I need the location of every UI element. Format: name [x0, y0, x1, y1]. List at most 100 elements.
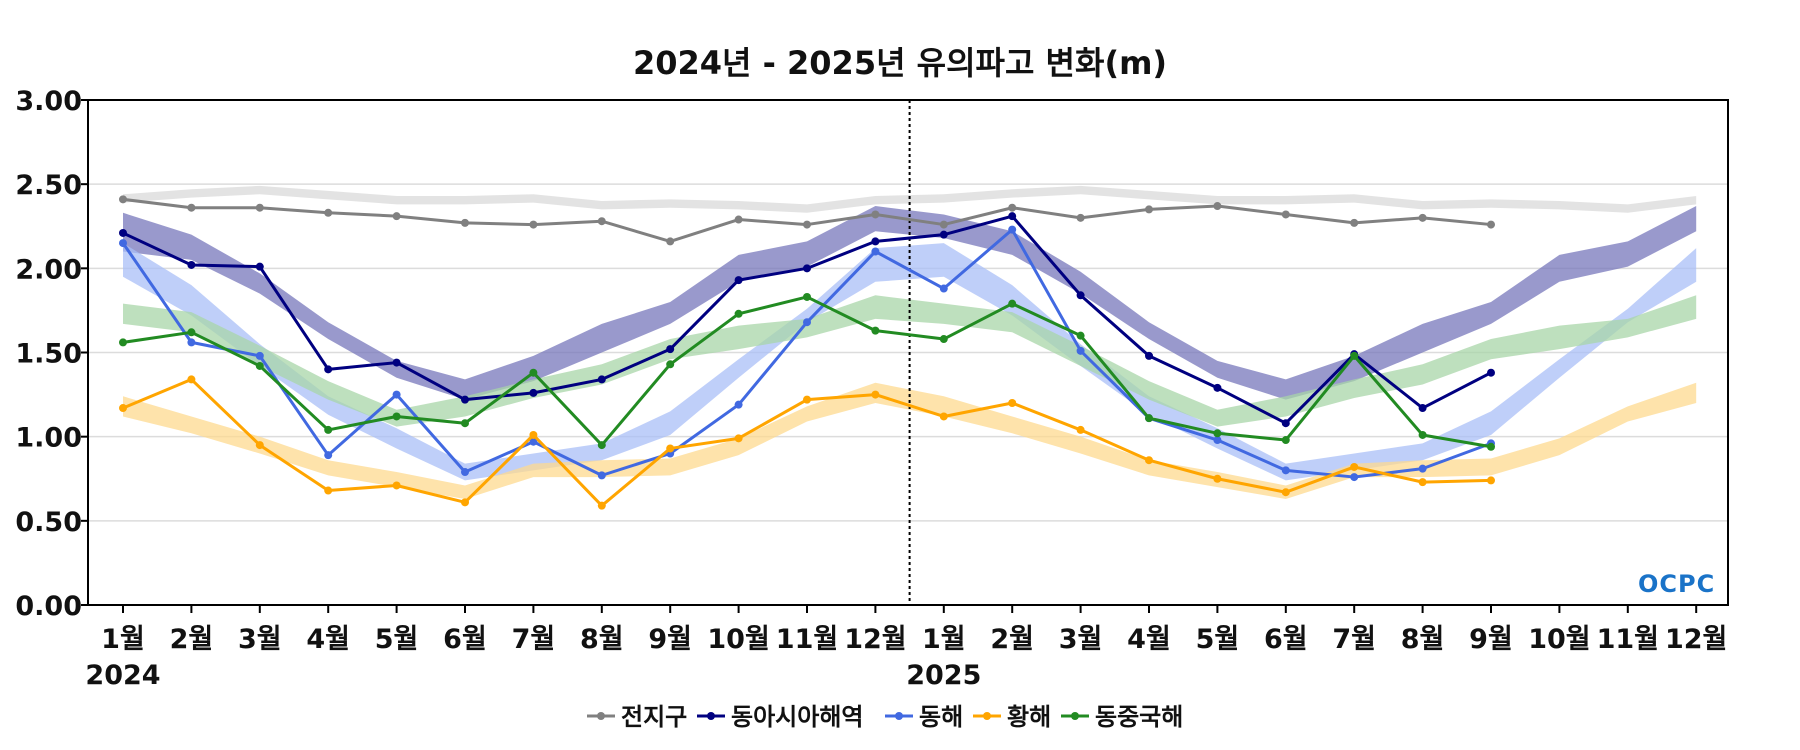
band-전지구 — [123, 185, 1697, 213]
data-point — [597, 471, 606, 480]
y-tick-label: 1.00 — [15, 423, 82, 454]
x-tick-label: 2월 — [990, 624, 1034, 655]
data-point — [1418, 404, 1427, 413]
series-황해 — [119, 375, 1495, 510]
y-tick-label: 2.50 — [15, 170, 82, 201]
data-point — [1008, 225, 1017, 234]
legend-marker — [895, 712, 903, 720]
legend-marker — [1071, 712, 1079, 720]
data-point — [392, 390, 401, 399]
data-point — [1487, 368, 1495, 377]
data-point — [1418, 464, 1427, 473]
legend-item: 동해 — [885, 703, 963, 731]
legend-item: 동중국해 — [1061, 703, 1183, 731]
data-point — [1076, 425, 1085, 434]
x-tick-label: 9월 — [648, 624, 692, 655]
data-point — [1487, 220, 1495, 229]
y-tick-label: 3.00 — [15, 86, 82, 117]
legend-label: 황해 — [1007, 703, 1051, 731]
data-point — [187, 338, 196, 347]
data-point — [187, 203, 196, 212]
data-point — [1213, 436, 1222, 445]
data-point — [529, 388, 538, 397]
data-point — [392, 358, 401, 367]
legend-item: 전지구 — [587, 703, 687, 731]
data-point — [1076, 331, 1085, 340]
y-tick-label: 2.00 — [15, 254, 82, 285]
data-point — [119, 228, 127, 237]
data-point — [187, 375, 196, 384]
data-point — [666, 345, 675, 354]
y-tick-label: 0.00 — [15, 591, 82, 622]
data-point — [1418, 430, 1427, 439]
data-point — [1076, 213, 1085, 222]
x-tick-label: 5월 — [375, 624, 419, 655]
legend-item: 동아시아해역 — [697, 703, 863, 731]
x-tick-label: 3월 — [1059, 624, 1103, 655]
series-lines — [119, 195, 1495, 510]
data-point — [255, 262, 264, 271]
legend-marker — [707, 712, 715, 720]
legend-label: 전지구 — [621, 703, 687, 731]
data-point — [1281, 488, 1290, 497]
data-point — [1213, 202, 1222, 211]
data-point — [597, 217, 606, 226]
x-tick-label: 1월 — [101, 624, 145, 655]
data-point — [597, 501, 606, 510]
data-point — [324, 451, 333, 460]
ocpc-logo: OCPC — [1638, 570, 1714, 598]
y-axis-ticks: 0.00 0.50 1.00 1.50 2.00 2.50 3.00 — [15, 86, 88, 622]
x-axis-ticks: 1월 2월 3월 4월 5월 6월 7월 8월 9월 10월 11월 12월 1월 2월 3월 4월 5월 6월 7… — [101, 605, 1727, 655]
data-point — [803, 292, 811, 301]
data-point — [803, 220, 811, 229]
data-point — [1281, 210, 1290, 219]
data-point — [1350, 462, 1359, 471]
data-point — [324, 208, 333, 217]
data-point — [1008, 299, 1017, 308]
data-point — [324, 486, 333, 495]
data-point — [1281, 419, 1290, 428]
data-point — [871, 210, 880, 219]
data-point — [187, 328, 196, 337]
data-point — [597, 375, 606, 384]
data-point — [1145, 456, 1153, 465]
data-point — [1145, 351, 1153, 360]
x-tick-label: 12월 — [844, 624, 906, 655]
data-point — [392, 212, 401, 221]
x-tick-label: 9월 — [1469, 624, 1513, 655]
data-point — [1145, 414, 1153, 423]
data-point — [1213, 474, 1222, 483]
data-point — [255, 351, 264, 360]
data-point — [461, 395, 469, 404]
data-point — [1076, 346, 1085, 355]
data-point — [734, 434, 743, 443]
data-point — [1076, 291, 1085, 300]
data-point — [666, 360, 675, 369]
data-point — [1418, 478, 1427, 487]
year-labels: 2024 2025 — [85, 660, 981, 691]
data-point — [1008, 203, 1017, 212]
data-point — [734, 400, 743, 409]
data-point — [1418, 213, 1427, 222]
x-tick-label: 2월 — [170, 624, 214, 655]
legend-marker — [597, 712, 605, 720]
data-point — [1487, 476, 1495, 485]
data-point — [324, 425, 333, 434]
data-point — [461, 498, 469, 507]
data-point — [666, 237, 675, 246]
data-point — [666, 444, 675, 453]
data-point — [119, 239, 127, 248]
data-point — [1145, 205, 1153, 214]
data-point — [734, 276, 743, 285]
x-tick-label: 8월 — [580, 624, 624, 655]
data-point — [939, 230, 948, 239]
data-point — [1281, 466, 1290, 475]
data-point — [119, 338, 127, 347]
data-point — [461, 468, 469, 477]
data-point — [803, 318, 811, 327]
x-tick-label: 7월 — [1332, 624, 1376, 655]
data-point — [1350, 218, 1359, 227]
y-tick-label: 1.50 — [15, 339, 82, 370]
x-tick-label: 6월 — [443, 624, 487, 655]
